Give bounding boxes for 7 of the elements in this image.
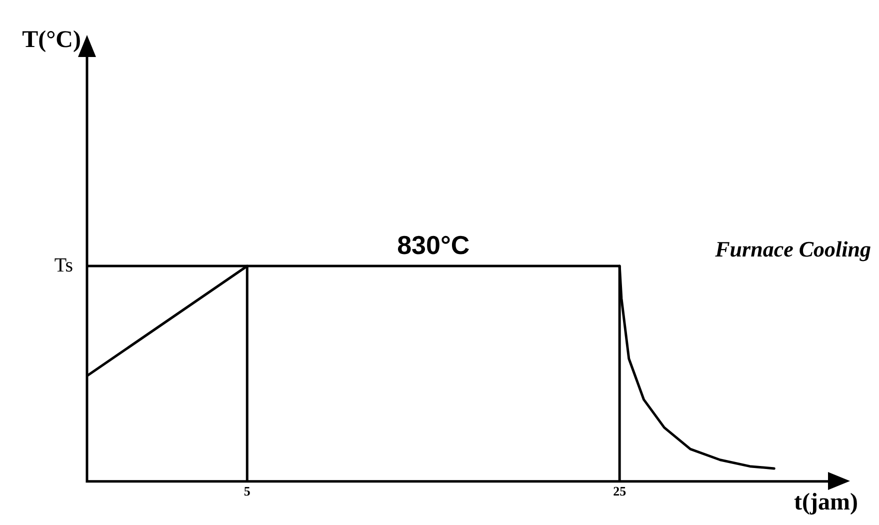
x-tick-label: 25 (613, 484, 627, 499)
text: T(°C) (22, 27, 81, 54)
annotation: Ts (54, 254, 74, 276)
x-axis-title: t(jam) (794, 490, 858, 516)
text: Furnace Cooling (714, 236, 871, 262)
annotation: 830°C (397, 230, 470, 260)
x-tick-label: 5 (244, 484, 251, 499)
